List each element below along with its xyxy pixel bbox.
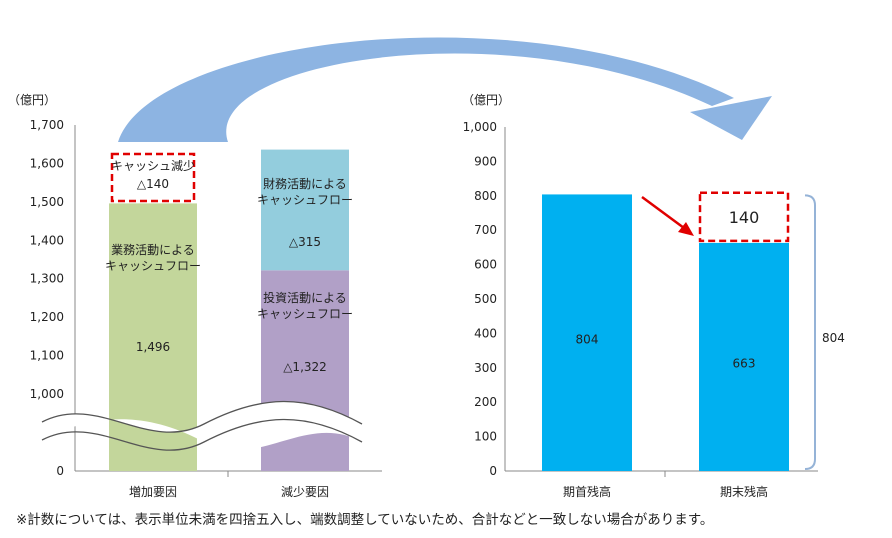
right-annotations: 140 804 <box>641 191 845 470</box>
segment-label: キャッシュフロー <box>257 307 353 321</box>
balance-bar <box>699 242 789 471</box>
left-segment-labels: 業務活動によるキャッシュフロー1,496キャッシュ減少△140投資活動によるキャ… <box>105 158 353 374</box>
segment-value-label: △140 <box>137 177 169 191</box>
decrease-arrow-head <box>678 222 694 236</box>
left-y-tick-label: 1,400 <box>30 233 64 247</box>
right-bars: 804 663 <box>542 194 789 471</box>
segment-value-label: 1,496 <box>136 340 170 354</box>
right-y-tick-label: 700 <box>474 223 497 237</box>
left-y-tick-label: 1,100 <box>30 349 64 363</box>
left-chart: （億円） 0 1,000 1,100 1,200 1,300 1,400 1,500 1,60… <box>8 93 382 499</box>
right-unit-label: （億円） <box>462 93 510 107</box>
left-y-tick-label: 1,200 <box>30 310 64 324</box>
right-y-tick-label: 300 <box>474 361 497 375</box>
stacked-bar-segment <box>261 149 349 271</box>
segment-label: キャッシュフロー <box>257 193 353 207</box>
category-label: 期首残高 <box>563 484 611 499</box>
segment-value-label: △315 <box>289 235 321 249</box>
right-y-tick-label: 800 <box>474 189 497 203</box>
left-y-ticks: 0 1,000 1,100 1,200 1,300 1,400 1,500 1,600 1,70… <box>30 118 64 478</box>
right-y-tick-label: 600 <box>474 258 497 272</box>
right-y-tick-label: 1,000 <box>463 120 497 134</box>
segment-label: 財務活動による <box>263 176 347 191</box>
segment-label: 業務活動による <box>111 243 195 257</box>
cash-decrease-box <box>110 152 196 203</box>
right-y-tick-label: 400 <box>474 326 497 340</box>
left-y-tick-label: 1,300 <box>30 272 64 286</box>
right-y-tick-label: 0 <box>489 464 497 478</box>
right-category-labels: 期首残高 期末残高 <box>563 471 768 499</box>
bar-value-label: 804 <box>576 332 599 346</box>
footnote: ※計数については、表示単位未満を四捨五入し、端数調整していないため、合計などと一… <box>16 512 714 528</box>
right-y-tick-label: 100 <box>474 430 497 444</box>
left-category-labels: 増加要因 減少要因 <box>129 471 329 499</box>
axis-break-line-top <box>41 400 363 433</box>
decrease-label: 140 <box>729 208 760 227</box>
segment-label: 投資活動による <box>263 290 347 305</box>
bar-value-label: 663 <box>733 357 756 371</box>
category-label: 増加要因 <box>129 485 177 499</box>
right-y-ticks: 0 100 200 300 400 500 600 700 800 900 1,000 <box>463 120 497 478</box>
left-y-tick-label: 0 <box>56 464 64 478</box>
decrease-arrow-line <box>641 195 685 230</box>
balance-bar <box>542 194 632 471</box>
axis-break-line-bottom <box>41 418 363 451</box>
right-chart: （億円） 0 100 200 300 400 500 600 700 800 900 1,000 8… <box>462 93 845 499</box>
axis-break-band <box>42 401 362 451</box>
left-y-tick-label: 1,500 <box>30 195 64 209</box>
bracket-label: 804 <box>822 331 845 345</box>
decrease-box <box>698 191 790 243</box>
flow-arrow-head <box>690 96 772 140</box>
bracket <box>804 194 816 470</box>
right-y-tick-label: 200 <box>474 395 497 409</box>
left-y-tick-label: 1,000 <box>30 387 64 401</box>
segment-label: キャッシュフロー <box>105 259 201 273</box>
left-y-tick-label: 1,600 <box>30 156 64 170</box>
category-label: 期末残高 <box>720 484 768 499</box>
left-y-tick-label: 1,700 <box>30 118 64 132</box>
segment-label: キャッシュ減少 <box>111 158 195 173</box>
right-y-tick-label: 500 <box>474 292 497 306</box>
flow-arrow <box>118 37 772 142</box>
category-label: 減少要因 <box>281 484 329 499</box>
segment-value-label: △1,322 <box>283 360 327 374</box>
right-y-tick-label: 900 <box>474 154 497 168</box>
flow-arrow-body <box>118 37 734 142</box>
left-unit-label: （億円） <box>8 93 56 107</box>
axis-break <box>41 400 363 451</box>
